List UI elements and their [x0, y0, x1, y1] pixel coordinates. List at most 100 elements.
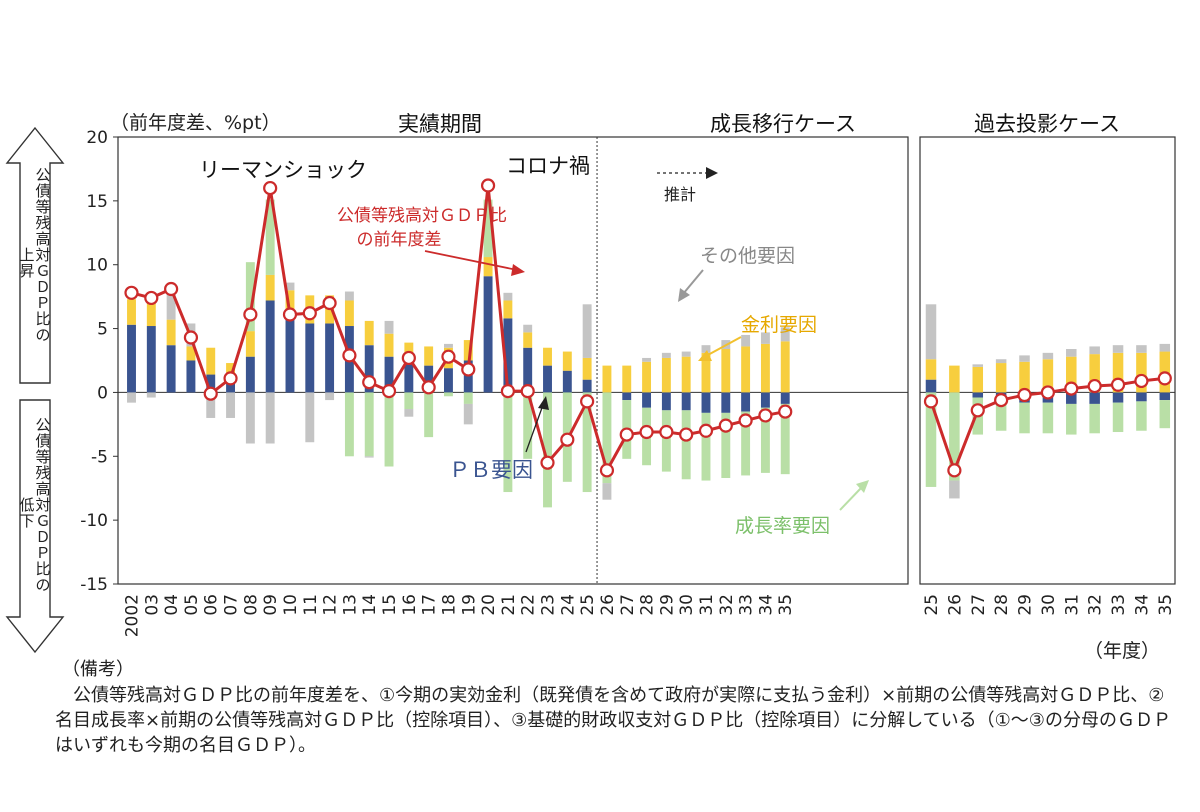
panel-frame-projection	[919, 136, 1176, 585]
bar-growth-main	[463, 392, 473, 404]
bar-interest-main	[265, 274, 275, 301]
ratio-marker-main	[718, 418, 733, 433]
growth-arrow-shaft	[839, 486, 863, 511]
y-tick-label: -5	[91, 447, 108, 467]
x-tick-label: 28	[638, 594, 658, 616]
bar-pb-main	[760, 392, 770, 408]
bar-other-projection	[1019, 355, 1030, 362]
bar-growth-projection	[1042, 402, 1054, 434]
down-arrow-icon	[5, 399, 65, 654]
interest-arrow-shaft	[705, 336, 742, 357]
bar-growth-projection	[995, 398, 1007, 431]
bar-pb-projection	[972, 392, 984, 398]
ratio-marker-main	[619, 427, 634, 442]
pb-arrow-shaft	[525, 404, 544, 453]
ratio-marker-main	[263, 180, 278, 196]
x-tick-label: 33	[1109, 594, 1129, 616]
y-tick-label: -15	[80, 575, 108, 595]
x-tick-label: 21	[499, 594, 519, 616]
bar-interest-projection	[1066, 356, 1077, 393]
x-tick-label: 27	[618, 594, 638, 616]
annotation-lehman: リーマンショック	[199, 158, 367, 182]
ratio-marker-main	[342, 348, 357, 363]
bar-other-projection	[995, 359, 1007, 364]
notes-heading: （備考）	[62, 659, 134, 680]
bar-other-projection	[1159, 343, 1171, 352]
bar-other-main	[523, 324, 533, 333]
other-arrow-head	[678, 288, 690, 302]
ratio-marker-main	[659, 424, 674, 440]
bar-growth-main	[523, 392, 533, 459]
bar-interest-projection	[1019, 361, 1030, 393]
bar-pb-main	[285, 318, 295, 393]
y-tick-label: 10	[86, 256, 108, 276]
bar-other-projection	[925, 304, 937, 360]
x-tick-label: 31	[1062, 594, 1082, 616]
section-title-actual: 実績期間	[398, 112, 482, 136]
ratio-marker-main	[302, 306, 317, 321]
bar-pb-projection	[1159, 392, 1171, 401]
ratio-marker-main	[164, 281, 179, 297]
bar-pb-main	[681, 392, 691, 411]
bar-other-main	[325, 392, 335, 401]
bar-growth-main	[404, 392, 414, 410]
ratio-marker-projection	[923, 394, 939, 409]
bar-growth-main	[543, 392, 552, 508]
bar-pb-projection	[1112, 392, 1124, 403]
x-tick-label: 35	[1156, 594, 1176, 616]
bar-other-main	[681, 351, 691, 357]
ratio-marker-main	[500, 384, 515, 399]
bar-growth-main	[364, 392, 374, 457]
ratio-marker-main	[679, 427, 694, 442]
bar-interest-main	[206, 347, 216, 375]
bar-interest-main	[543, 347, 552, 366]
ratio-marker-projection	[1017, 387, 1032, 403]
bar-other-main	[780, 327, 790, 342]
bar-interest-main	[245, 331, 255, 357]
bar-growth-main	[741, 411, 751, 476]
bar-growth-main	[760, 407, 770, 473]
bar-other-main	[602, 483, 612, 500]
down-label-col2: 低下	[19, 496, 34, 530]
bar-pb-main	[721, 392, 731, 413]
bar-growth-projection	[1159, 400, 1171, 429]
ratio-marker-main	[698, 423, 714, 438]
bar-pb-main	[364, 345, 374, 393]
bar-other-main	[661, 352, 671, 358]
bar-other-main	[226, 392, 236, 418]
bar-pb-main	[404, 364, 414, 393]
bar-growth-main	[483, 199, 493, 258]
bar-other-projection	[1112, 345, 1124, 353]
bar-growth-projection	[949, 392, 960, 481]
bar-other-projection	[972, 364, 984, 367]
growth-arrow-head	[856, 480, 869, 493]
section-title-transition: 成長移行ケース	[710, 112, 856, 136]
bar-other-main	[503, 292, 513, 301]
bar-interest-main	[661, 357, 671, 393]
forecast-label: 推計	[664, 185, 696, 204]
bar-pb-main	[265, 300, 275, 393]
bar-other-main	[741, 334, 751, 347]
ratio-marker-projection	[994, 392, 1009, 408]
bar-interest-main	[681, 356, 691, 393]
bar-pb-projection	[1066, 392, 1077, 404]
bar-growth-main	[681, 410, 691, 480]
panel-frame-main	[117, 136, 909, 585]
ratio-marker-projection	[1064, 381, 1079, 396]
bar-growth-main	[503, 392, 513, 493]
bar-growth-main	[344, 392, 354, 457]
ratio-marker-projection	[1110, 377, 1126, 392]
bar-interest-main	[721, 349, 731, 393]
bar-interest-main	[701, 352, 711, 393]
annotation-pb: ＰＢ要因	[449, 458, 533, 482]
bar-pb-main	[245, 356, 255, 393]
bar-interest-projection	[1089, 354, 1100, 393]
ratio-marker-main	[639, 424, 654, 440]
ratio-marker-projection	[947, 463, 962, 478]
annotation-ratio-line-2: の前年度差	[357, 230, 442, 250]
x-tick-label: 23	[539, 594, 559, 616]
up-arrow-icon	[5, 126, 65, 384]
bar-interest-main	[285, 290, 295, 319]
bar-interest-main	[780, 341, 790, 393]
